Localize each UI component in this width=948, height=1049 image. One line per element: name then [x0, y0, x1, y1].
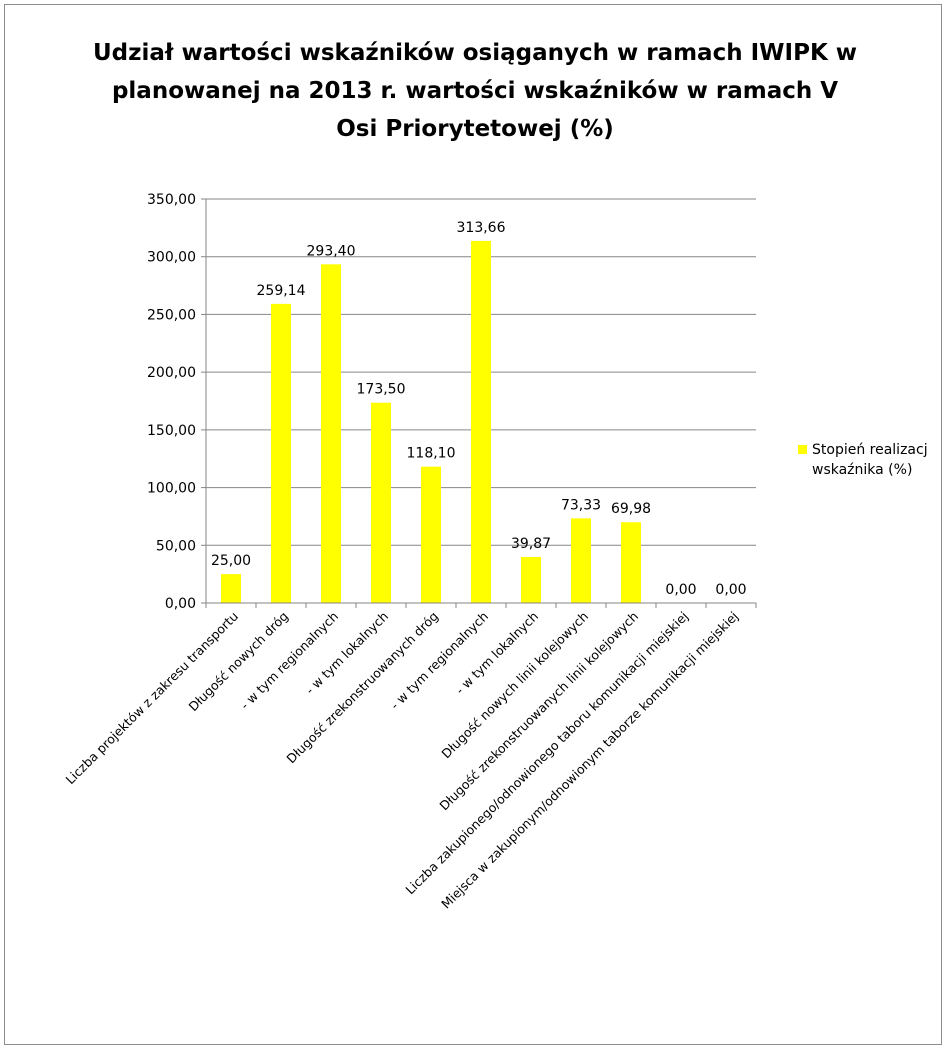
category-label: - w tym lokalnych — [452, 609, 541, 698]
bar — [271, 303, 291, 603]
bar — [221, 574, 241, 603]
data-label: 69,98 — [611, 501, 651, 517]
legend-label: Stopień realizacj wskaźnika (%) — [812, 442, 928, 478]
data-label: 0,00 — [715, 582, 746, 598]
data-label: 259,14 — [257, 283, 306, 299]
axis-layer — [201, 198, 757, 608]
y-tick-label: 0,00 — [165, 596, 196, 612]
bar — [321, 264, 341, 603]
category-label: Liczba projektów z zakresu transportu — [62, 609, 241, 788]
legend-swatch — [798, 445, 807, 454]
data-label: 293,40 — [307, 243, 356, 259]
data-label: 0,00 — [665, 582, 696, 598]
y-tick-label: 150,00 — [147, 423, 196, 439]
y-tick-label: 250,00 — [147, 307, 196, 323]
data-label: 25,00 — [211, 553, 251, 569]
y-tick-label: 350,00 — [147, 192, 196, 208]
bar — [571, 518, 591, 603]
data-label: 73,33 — [561, 497, 601, 513]
bar — [421, 466, 441, 603]
data-label: 39,87 — [511, 536, 551, 552]
y-tick-label: 100,00 — [147, 481, 196, 497]
category-label: - w tym regionalnych — [387, 609, 491, 713]
category-label: Długość nowych dróg — [185, 609, 291, 715]
category-label: - w tym regionalnych — [237, 609, 341, 713]
bar — [471, 240, 491, 603]
bar — [371, 402, 391, 603]
chart-title: Udział wartości wskaźników osiąganych w … — [92, 40, 858, 142]
y-tick-label: 50,00 — [156, 538, 196, 554]
bar — [521, 556, 541, 603]
data-label: 173,50 — [357, 382, 406, 398]
data-label: 313,66 — [457, 220, 506, 236]
y-tick-label: 200,00 — [147, 365, 196, 381]
bar — [621, 522, 641, 603]
data-label: 118,10 — [407, 446, 456, 462]
bar-layer — [221, 240, 641, 603]
y-tick-label: 300,00 — [147, 250, 196, 266]
category-label: - w tym lokalnych — [302, 609, 391, 698]
label-layer: 0,00 50,00 100,00 150,00 200,00 250,00 300,00 3… — [62, 192, 746, 911]
